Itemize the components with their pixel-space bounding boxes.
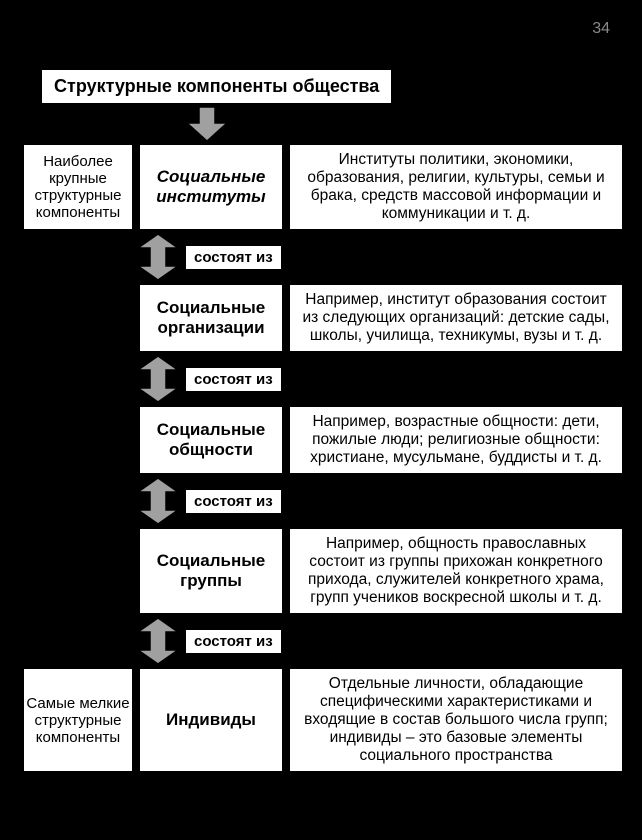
level-name: Социальные институты	[138, 143, 284, 231]
bi-arrow-icon	[138, 618, 178, 664]
level-description: Институты политики, экономики, образован…	[288, 143, 622, 231]
bi-arrow-icon	[138, 356, 178, 402]
level-row: Социальные организации Например, институ…	[22, 283, 622, 353]
level-description: Например, институт образования состоит и…	[288, 283, 622, 353]
connector-label: состоят из	[184, 628, 283, 655]
side-label: Самые мелкие структурные компоненты	[22, 667, 134, 773]
level-name: Социальные общности	[138, 405, 284, 475]
bi-arrow-icon	[138, 234, 178, 280]
spacer	[22, 527, 138, 615]
connector: состоят из	[138, 618, 622, 664]
level-description: Отдельные личности, обладающие специфиче…	[288, 667, 622, 773]
level-row: Социальные группы Например, общность пра…	[22, 527, 622, 615]
connector-label: состоят из	[184, 244, 283, 271]
level-description: Например, возрастные общности: дети, пож…	[288, 405, 622, 475]
connector: состоят из	[138, 478, 622, 524]
side-label: Наиболее крупные структурные компоненты	[22, 143, 134, 231]
connector: состоят из	[138, 356, 622, 402]
level-row: Самые мелкие структурные компоненты Инди…	[22, 667, 622, 773]
connector-label: состоят из	[184, 488, 283, 515]
spacer	[22, 405, 138, 475]
diagram-title: Структурные компоненты общества	[40, 68, 393, 105]
level-description: Например, общность православных состоит …	[288, 527, 622, 615]
connector-label: состоят из	[184, 366, 283, 393]
page-number: 34	[592, 20, 610, 38]
arrow-down-icon	[187, 107, 227, 141]
connector: состоят из	[138, 234, 622, 280]
level-row: Социальные общности Например, возрастные…	[22, 405, 622, 475]
level-row: Наиболее крупные структурные компоненты …	[22, 143, 622, 231]
bi-arrow-icon	[138, 478, 178, 524]
level-name: Социальные группы	[138, 527, 284, 615]
spacer	[22, 283, 138, 353]
diagram-container: Структурные компоненты общества Наиболее…	[22, 68, 622, 773]
level-name: Индивиды	[138, 667, 284, 773]
level-name: Социальные организации	[138, 283, 284, 353]
